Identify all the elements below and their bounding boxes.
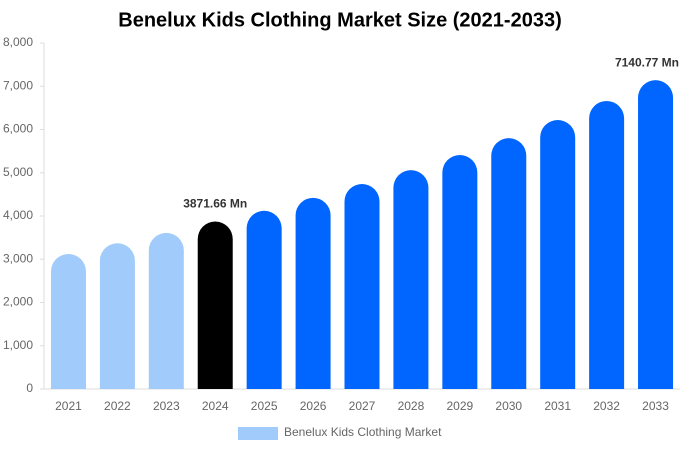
x-tick-label: 2025 — [251, 399, 278, 413]
x-tick-label: 2024 — [202, 399, 229, 413]
bar — [99, 243, 135, 389]
bar — [491, 138, 527, 389]
value-label: 3871.66 Mn — [183, 197, 247, 211]
y-tick-label: 7,000 — [3, 78, 33, 92]
x-tick-label: 2027 — [349, 399, 376, 413]
x-tick-label: 2029 — [446, 399, 473, 413]
bar — [442, 155, 478, 389]
x-tick-label: 2031 — [544, 399, 571, 413]
chart-title: Benelux Kids Clothing Market Size (2021-… — [118, 9, 561, 31]
y-tick-label: 4,000 — [3, 208, 33, 222]
y-tick-label: 0 — [26, 381, 33, 395]
y-tick-label: 5,000 — [3, 165, 33, 179]
x-tick-label: 2028 — [398, 399, 425, 413]
x-tick-label: 2033 — [642, 399, 669, 413]
bar — [638, 80, 674, 390]
x-tick-label: 2021 — [55, 399, 82, 413]
x-tick-label: 2022 — [104, 399, 131, 413]
bar — [50, 254, 86, 389]
value-label: 7140.77 Mn — [615, 55, 679, 69]
y-tick-label: 1,000 — [3, 338, 33, 352]
bar — [393, 170, 429, 389]
x-tick-label: 2023 — [153, 399, 180, 413]
bar — [589, 100, 625, 389]
bar — [540, 119, 576, 390]
y-tick-label: 8,000 — [3, 35, 33, 49]
y-tick-label: 2,000 — [3, 295, 33, 309]
bar — [148, 232, 184, 389]
legend-swatch — [238, 427, 278, 440]
x-tick-label: 2026 — [300, 399, 327, 413]
y-tick-label: 3,000 — [3, 251, 33, 265]
x-tick-label: 2030 — [495, 399, 522, 413]
bar — [246, 210, 282, 389]
legend-label: Benelux Kids Clothing Market — [284, 425, 442, 439]
bar — [197, 221, 233, 389]
x-tick-label: 2032 — [593, 399, 620, 413]
bar — [295, 197, 331, 389]
y-tick-label: 6,000 — [3, 122, 33, 136]
bar — [344, 183, 380, 389]
